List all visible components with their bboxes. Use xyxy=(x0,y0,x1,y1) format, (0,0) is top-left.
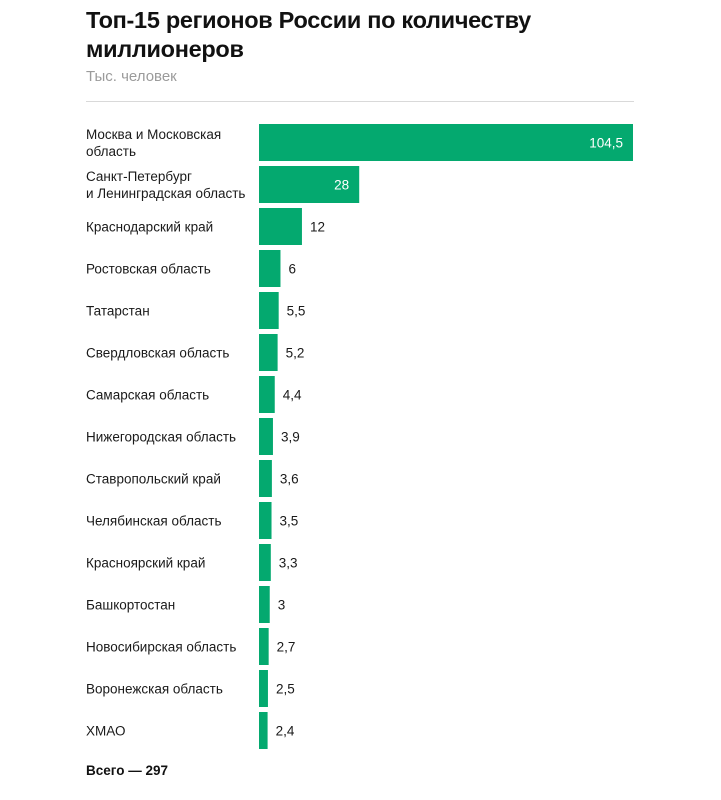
category-label: Нижегородская область xyxy=(86,429,236,444)
bar xyxy=(259,418,273,455)
category-label-line: ХМАО xyxy=(86,723,125,738)
bar xyxy=(259,502,272,539)
category-label: Ставропольский край xyxy=(86,471,221,486)
value-label: 2,4 xyxy=(276,723,295,738)
category-label: Москва и Московская область xyxy=(86,127,221,159)
category-label-line: Москва и Московская xyxy=(86,127,221,142)
bar xyxy=(259,166,360,203)
category-label: Ростовская область xyxy=(86,261,211,276)
total-label: Всего — 297 xyxy=(86,763,168,778)
chart-title: Топ-15 регионов России по количеству мил… xyxy=(86,7,531,62)
bar xyxy=(259,376,275,413)
header-divider xyxy=(86,101,634,102)
bar xyxy=(259,544,271,581)
category-label-line: Новосибирская область xyxy=(86,639,236,654)
bar xyxy=(259,292,279,329)
bar xyxy=(259,460,272,497)
category-label: Башкортостан xyxy=(86,597,175,612)
value-label: 3,3 xyxy=(279,555,298,570)
category-label-line: Санкт-Петербург xyxy=(86,169,192,184)
category-label-line: Ставропольский край xyxy=(86,471,221,486)
bar xyxy=(259,628,269,665)
value-label: 6 xyxy=(288,261,296,276)
value-label: 3,6 xyxy=(280,471,299,486)
value-label: 104,5 xyxy=(589,135,623,150)
category-label: Самарская область xyxy=(86,387,209,402)
bar xyxy=(259,124,633,161)
category-label: Санкт-Петербург и Ленинградская область xyxy=(86,169,245,201)
category-label-line: Краснодарский край xyxy=(86,219,213,234)
bar xyxy=(259,250,281,287)
category-label-line: и Ленинградская область xyxy=(86,186,245,201)
value-label: 12 xyxy=(310,219,325,234)
chart-subtitle: Тыс. человек xyxy=(86,68,177,85)
bar xyxy=(259,586,270,623)
value-label: 2,5 xyxy=(276,681,295,696)
category-label-line: Красноярский край xyxy=(86,555,205,570)
value-label: 3,5 xyxy=(280,513,299,528)
category-label-line: Свердловская область xyxy=(86,345,229,360)
category-label-line: Татарстан xyxy=(86,303,150,318)
category-label-line: Нижегородская область xyxy=(86,429,236,444)
category-label: ХМАО xyxy=(86,723,125,738)
value-label: 28 xyxy=(334,177,349,192)
category-label: Татарстан xyxy=(86,303,150,318)
category-label: Воронежская область xyxy=(86,681,223,696)
category-label: Челябинская область xyxy=(86,513,221,528)
category-label: Новосибирская область xyxy=(86,639,236,654)
category-label-line: Башкортостан xyxy=(86,597,175,612)
bar xyxy=(259,712,268,749)
value-label: 3 xyxy=(278,597,286,612)
bar xyxy=(259,208,302,245)
category-label-line: Воронежская область xyxy=(86,681,223,696)
category-label: Краснодарский край xyxy=(86,219,213,234)
category-label-line: Ростовская область xyxy=(86,261,211,276)
bar xyxy=(259,334,278,371)
category-label: Свердловская область xyxy=(86,345,229,360)
bar xyxy=(259,670,268,707)
category-label: Красноярский край xyxy=(86,555,205,570)
category-label-line: область xyxy=(86,144,136,159)
value-label: 2,7 xyxy=(277,639,296,654)
category-label-line: Челябинская область xyxy=(86,513,221,528)
value-label: 5,2 xyxy=(286,345,305,360)
value-label: 5,5 xyxy=(287,303,306,318)
category-label-line: Самарская область xyxy=(86,387,209,402)
value-label: 3,9 xyxy=(281,429,300,444)
value-label: 4,4 xyxy=(283,387,302,402)
